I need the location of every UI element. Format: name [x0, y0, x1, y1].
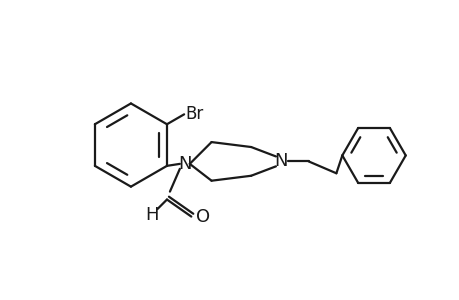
Text: N: N: [178, 155, 191, 173]
Text: O: O: [196, 208, 210, 226]
Text: N: N: [274, 152, 287, 170]
Text: H: H: [145, 206, 158, 224]
Text: Br: Br: [185, 105, 203, 123]
